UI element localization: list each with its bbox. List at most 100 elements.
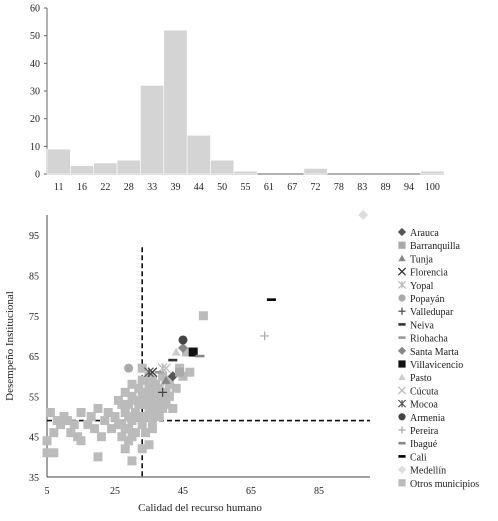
hist-bar [233,170,258,175]
legend-label: Yopal [410,281,434,292]
scatter-point [137,363,147,373]
legend-item: Ibagué [398,439,438,450]
scatter-point [120,424,130,434]
histogram-chart: 0 10 20 30 40 50 60 11 16 22 28 33 39 44 50 55 61 67 72 78 8… [30,4,445,193]
scatter-point [120,387,130,397]
scatter-chart: 35 45 55 65 75 85 95 5 25 45 65 85 Calidad del recur… [4,210,370,514]
legend-item: Arauca [397,227,439,239]
legend-label: Tunja [410,254,434,265]
scatter-point [164,391,174,401]
scatter-y-tick-label: 95 [29,231,39,242]
legend-item: Santa Marta [397,346,459,358]
scatter-point [124,363,134,373]
legend-label: Barranquilla [410,241,461,252]
legend-item: Otros municipios [398,479,479,490]
scatter-point [127,456,137,466]
legend-item: Cúcuta [397,386,439,397]
scatter-point [147,424,157,434]
legend-marker [397,227,407,237]
legend-item: Armenia [398,413,446,424]
scatter-y-tick-label: 65 [29,352,39,363]
legend-item: Florencia [397,267,448,279]
legend-label: Villavicencio [410,360,463,371]
hist-y-tick-label: 0 [35,170,40,181]
hist-bar [116,159,141,175]
hist-x-tick-label: 72 [311,182,321,193]
legend-label: Cali [410,452,427,463]
legend-item: Pasto [398,373,432,384]
scatter-point [164,379,174,389]
legend-label: Otros municipios [410,479,479,490]
scatter-point [83,420,93,430]
scatter-point [66,428,76,438]
hist-x-tick-label: 22 [100,182,110,193]
hist-x-tick-label: 61 [264,182,274,193]
hist-y-tick-label: 50 [30,31,40,42]
legend-label: Pereira [410,426,439,437]
scatter-point [86,412,96,422]
scatter-point [171,347,181,356]
legend-item: Mocoa [397,399,438,411]
scatter-y-tick-label: 45 [29,433,39,444]
scatter-point [137,444,147,454]
scatter-y-axis-title: Desempeño Institucional [4,291,16,401]
scatter-point [171,383,181,393]
scatter-point [49,428,59,438]
legend-item: Neiva [398,320,434,331]
hist-bar [186,134,211,175]
scatter-y-tick-label: 85 [29,271,39,282]
legend-label: Ibagué [410,439,438,450]
scatter-point [110,412,120,422]
legend-item: Tunja [398,254,434,265]
legend-label: Florencia [410,268,448,279]
hist-y-tick-label: 10 [30,142,40,153]
scatter-point [260,331,270,341]
scatter-point [45,408,55,418]
legend-marker [398,307,406,315]
hist-x-tick-label: 67 [287,182,297,193]
legend-marker [398,426,406,434]
scatter-x-tick-label: 5 [45,486,50,497]
scatter-point [124,412,134,422]
scatter-y-tick-label: 55 [29,392,39,403]
legend-label: Neiva [410,320,434,331]
hist-x-tick-label: 11 [54,182,64,193]
hist-x-tick-label: 33 [147,182,157,193]
scatter-point [90,424,100,434]
scatter-point [93,452,103,462]
scatter-x-tick-label: 65 [246,486,256,497]
scatter-point [144,367,154,378]
legend-label: Medellín [410,466,446,477]
legend-label: Arauca [410,228,439,239]
legend-marker [398,455,406,458]
hist-bar [93,162,118,175]
legend-marker [397,267,407,276]
legend-marker [398,241,406,249]
scatter-point [154,383,164,393]
legend-label: Armenia [410,413,446,424]
legend-label: Cúcuta [410,386,439,397]
scatter-legend: Arauca Barranquilla Tunja Florencia Yopal Pop… [397,227,479,490]
scatter-point [134,412,144,422]
scatter-point [198,311,208,321]
hist-bar [140,85,165,175]
scatter-point [96,432,106,442]
legend-item: Valledupar [398,307,454,318]
hist-x-tick-label: 44 [194,182,204,193]
scatter-x-tick-label: 25 [110,486,120,497]
scatter-point [181,347,191,357]
hist-x-tick-label: 94 [404,182,414,193]
legend-item: Riohacha [398,334,448,345]
hist-y-tick-label: 60 [30,4,40,15]
scatter-point [127,379,137,389]
legend-marker [398,336,406,339]
scatter-point [76,408,86,418]
scatter-point [168,358,178,362]
scatter-point [137,375,147,385]
scatter-point [185,367,195,377]
scatter-point [144,408,154,418]
scatter-point [56,420,66,430]
scatter-point [49,448,59,458]
scatter-point [62,416,72,426]
legend-label: Valledupar [410,307,454,318]
